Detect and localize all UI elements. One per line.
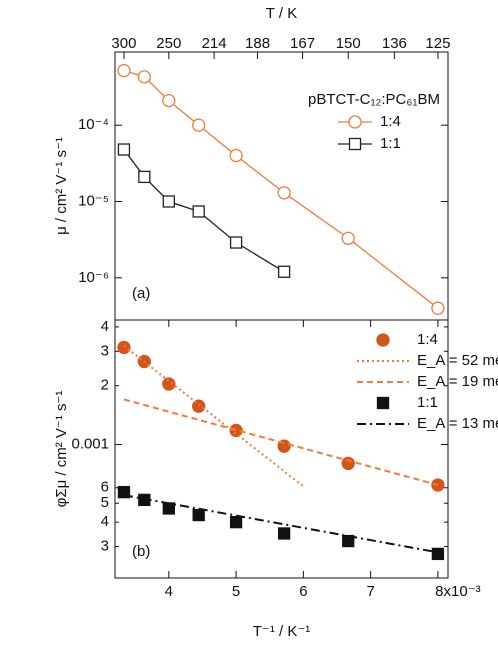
marker: [229, 515, 243, 529]
series-line: [123, 398, 439, 486]
marker: [341, 456, 355, 471]
y-tick-label: 3: [101, 538, 109, 555]
y-tick-label: 10⁻⁶: [78, 269, 109, 286]
y-tick-label: 2: [101, 377, 109, 394]
marker: [229, 236, 243, 249]
y-tick-label: 4: [101, 513, 109, 530]
x-axis-label: T⁻¹ / K⁻¹: [253, 623, 311, 640]
marker: [137, 70, 151, 84]
plot-frame: [114, 319, 449, 579]
legend-marker: [376, 396, 390, 410]
marker: [117, 485, 131, 499]
annotation: pBTCT-C₁₂:PC₆₁BM: [308, 91, 440, 108]
x-tick-label: 6: [299, 583, 307, 600]
y-tick-label: 10⁻⁵: [78, 192, 109, 209]
legend-marker: [348, 137, 362, 151]
marker: [117, 340, 131, 355]
marker: [162, 195, 175, 208]
x2-tick-label: 250: [156, 35, 181, 52]
legend-marker: [376, 333, 390, 347]
y-axis-label: μ / cm² V⁻¹ s⁻¹: [53, 137, 70, 235]
legend-label: 1:4: [380, 113, 401, 130]
legend-label: 1:1: [380, 135, 401, 152]
x2-tick-label: 136: [382, 35, 407, 52]
x2-tick-label: 125: [425, 35, 450, 52]
x2-tick-label: 214: [202, 35, 227, 52]
marker: [192, 508, 205, 522]
y-tick-label: 4: [101, 318, 109, 335]
legend-label: E_A = 13 meV: [417, 415, 498, 432]
panel-label: (b): [132, 543, 150, 560]
legend-label: 1:1: [417, 394, 438, 411]
x2-tick-label: 188: [245, 35, 270, 52]
x2-tick-label: 300: [111, 35, 136, 52]
y-axis-label: φΣμ / cm² V⁻¹ s⁻¹: [53, 391, 70, 508]
marker: [341, 231, 355, 245]
x-tick-label: 4: [165, 583, 173, 600]
x2-tick-label: 150: [336, 35, 361, 52]
marker: [229, 148, 243, 163]
x-tick-label: 7: [366, 583, 374, 600]
legend-item: 1:4: [376, 331, 438, 348]
y-tick-label: 6: [101, 479, 109, 496]
marker: [192, 205, 205, 218]
marker: [277, 265, 291, 278]
marker: [162, 377, 176, 391]
y-tick-label: 10⁻⁴: [78, 116, 109, 133]
y-tick-label: 5: [101, 494, 109, 511]
x-tick-label: 5: [232, 583, 240, 600]
legend-label: E_A = 19 meV: [417, 373, 498, 390]
marker: [138, 170, 151, 184]
legend-marker: [348, 115, 362, 129]
legend-item: E_A = 13 meV: [357, 415, 498, 432]
legend-item: 1:4: [338, 113, 401, 130]
marker: [192, 118, 206, 132]
legend-item: 1:1: [376, 394, 438, 411]
x2-tick-label: 167: [290, 35, 315, 52]
marker: [117, 63, 131, 78]
marker: [162, 93, 176, 108]
legend-item: 1:1: [338, 135, 401, 152]
marker: [277, 186, 291, 200]
marker: [229, 423, 243, 438]
marker: [431, 547, 445, 561]
legend-label: E_A = 52 meV: [417, 352, 498, 369]
legend-item: E_A = 52 meV: [357, 352, 498, 369]
series-line: [123, 345, 304, 488]
marker: [277, 527, 291, 540]
marker: [342, 534, 355, 548]
marker: [162, 502, 175, 515]
panel-label: (a): [132, 285, 150, 302]
series-line: [123, 494, 439, 554]
marker: [431, 301, 445, 315]
marker: [117, 143, 131, 156]
legend-item: E_A = 19 meV: [357, 373, 498, 390]
y-tick-label: 3: [101, 342, 109, 359]
x-tick-label: 8x10⁻³: [435, 583, 480, 600]
y-tick-label: 0.001: [71, 435, 109, 452]
x2-axis-label: T / K: [266, 5, 297, 22]
legend-label: 1:4: [417, 331, 438, 348]
